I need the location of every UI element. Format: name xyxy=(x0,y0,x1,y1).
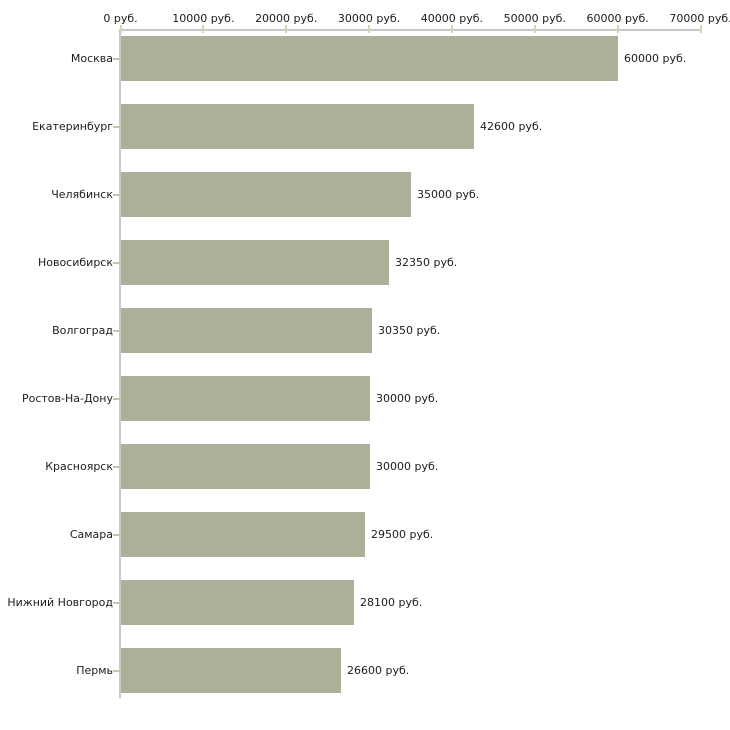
y-axis-line xyxy=(119,29,121,698)
value-label: 29500 руб. xyxy=(371,527,434,541)
bar xyxy=(121,36,618,81)
bar xyxy=(121,580,354,625)
x-tick-label: 10000 руб. xyxy=(172,12,235,25)
y-tick-mark xyxy=(113,669,120,672)
value-label: 35000 руб. xyxy=(417,187,480,201)
x-tick-mark xyxy=(699,25,702,33)
y-tick-mark xyxy=(113,261,120,264)
y-tick-mark xyxy=(113,397,120,400)
y-tick-mark xyxy=(113,193,120,196)
value-label: 42600 руб. xyxy=(480,119,543,133)
category-label: Москва xyxy=(70,51,113,65)
y-tick-mark xyxy=(113,533,120,536)
bar xyxy=(121,648,341,693)
x-tick-mark xyxy=(202,25,205,33)
category-label: Красноярск xyxy=(45,459,113,473)
bar xyxy=(121,512,365,557)
bar xyxy=(121,240,389,285)
category-label: Екатеринбург xyxy=(32,119,113,133)
bar xyxy=(121,172,411,217)
y-tick-mark xyxy=(113,465,120,468)
value-label: 26600 руб. xyxy=(347,663,410,677)
value-label: 30000 руб. xyxy=(376,459,439,473)
category-label: Нижний Новгород xyxy=(7,595,113,609)
x-tick-label: 0 руб. xyxy=(103,12,138,25)
x-tick-label: 20000 руб. xyxy=(255,12,318,25)
category-label: Ростов-На-Дону xyxy=(21,391,113,405)
bar xyxy=(121,308,372,353)
category-label: Новосибирск xyxy=(37,255,113,269)
x-tick-label: 70000 руб. xyxy=(669,12,730,25)
x-tick-mark xyxy=(119,25,122,33)
category-label: Волгоград xyxy=(52,323,113,337)
x-tick-mark xyxy=(285,25,288,33)
value-label: 28100 руб. xyxy=(360,595,423,609)
bar xyxy=(121,104,474,149)
bar xyxy=(121,444,370,489)
value-label: 30000 руб. xyxy=(376,391,439,405)
x-tick-mark xyxy=(533,25,536,33)
x-tick-label: 50000 руб. xyxy=(503,12,566,25)
x-tick-label: 30000 руб. xyxy=(337,12,401,25)
category-label: Пермь xyxy=(76,663,113,677)
value-label: 32350 руб. xyxy=(395,255,458,269)
value-label: 60000 руб. xyxy=(624,51,687,65)
y-tick-mark xyxy=(113,601,120,604)
x-tick-mark xyxy=(368,25,371,33)
x-tick-label: 60000 руб. xyxy=(586,12,649,25)
value-label: 30350 руб. xyxy=(378,323,441,337)
bar xyxy=(121,376,370,421)
category-label: Самара xyxy=(69,527,113,541)
category-label: Челябинск xyxy=(51,187,113,201)
y-tick-mark xyxy=(113,329,120,332)
x-tick-mark xyxy=(450,25,453,33)
x-tick-label: 40000 руб. xyxy=(420,12,484,25)
y-tick-mark xyxy=(113,57,120,60)
x-axis-line xyxy=(120,29,702,31)
x-tick-mark xyxy=(616,25,619,33)
y-tick-mark xyxy=(113,125,120,128)
